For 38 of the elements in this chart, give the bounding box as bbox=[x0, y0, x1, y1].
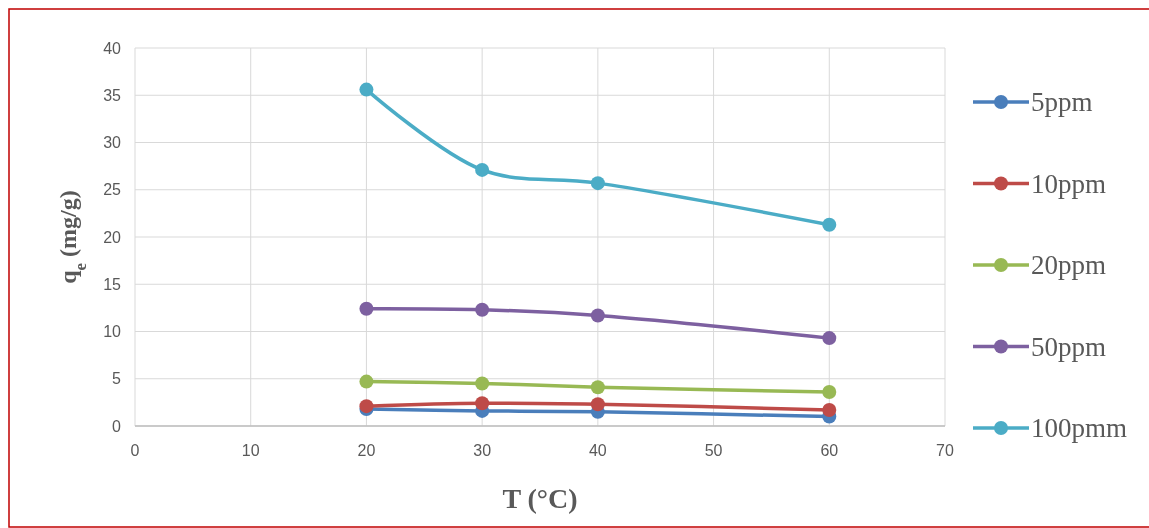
point bbox=[590, 176, 605, 191]
point bbox=[359, 82, 374, 97]
point bbox=[590, 308, 605, 323]
x-tick-label: 40 bbox=[588, 442, 607, 459]
point bbox=[822, 217, 837, 232]
x-tick-label: 60 bbox=[820, 442, 839, 459]
point bbox=[475, 302, 490, 317]
point bbox=[590, 380, 605, 395]
point bbox=[359, 301, 374, 316]
legend-label: 10ppm bbox=[1031, 168, 1107, 199]
x-tick-label: 50 bbox=[704, 442, 723, 459]
y-tick-label: 15 bbox=[103, 275, 122, 293]
y-tick-label: 30 bbox=[103, 134, 122, 152]
point bbox=[475, 162, 490, 177]
y-tick-label: 5 bbox=[112, 370, 122, 388]
x-axis-title: T (°C) bbox=[502, 483, 578, 514]
x-tick-label: 0 bbox=[130, 442, 140, 459]
point bbox=[822, 402, 837, 417]
point bbox=[822, 331, 837, 346]
point bbox=[475, 396, 490, 411]
legend-label: 20ppm bbox=[1031, 250, 1107, 281]
y-tick-label: 20 bbox=[103, 228, 122, 246]
y-tick-label: 10 bbox=[103, 323, 122, 341]
legend-label: 5ppm bbox=[1031, 87, 1093, 118]
x-tick-label: 70 bbox=[936, 442, 954, 459]
x-tick-label: 20 bbox=[357, 442, 376, 459]
point bbox=[475, 376, 490, 391]
point bbox=[590, 397, 605, 412]
y-tick-label: 40 bbox=[103, 39, 122, 57]
legend-label: 50ppm bbox=[1031, 331, 1107, 362]
legend-label: 100pmm bbox=[1031, 413, 1128, 444]
x-tick-label: 30 bbox=[473, 442, 492, 459]
point bbox=[822, 384, 837, 399]
y-tick-label: 35 bbox=[103, 86, 122, 104]
y-tick-label: 0 bbox=[112, 417, 122, 435]
x-tick-label: 10 bbox=[241, 442, 260, 459]
y-tick-label: 25 bbox=[103, 181, 122, 199]
point bbox=[359, 374, 374, 389]
